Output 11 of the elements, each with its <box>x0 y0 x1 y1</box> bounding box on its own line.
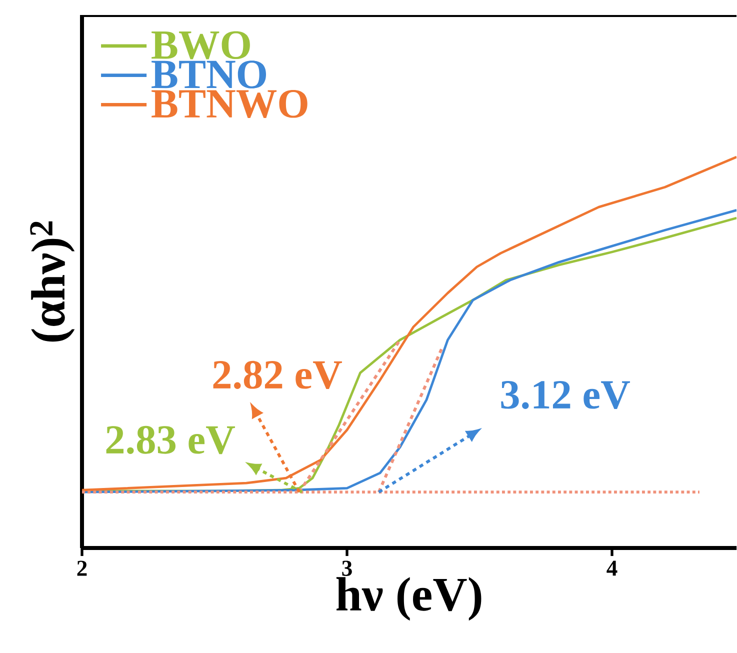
legend-label: BWO <box>152 31 250 60</box>
x-tick-label: 3 <box>342 560 352 576</box>
x-tick-label: 4 <box>606 560 618 576</box>
legend-label: BTNO <box>152 60 266 88</box>
x-tick-label: 2 <box>77 560 87 576</box>
y-axis-title: (αhν)$^{2}$ <box>30 221 75 342</box>
annotation: 2.82 eV <box>213 360 342 390</box>
x-axis-title: hν (eV) <box>336 577 482 621</box>
legend-label: BTNWO <box>152 90 308 118</box>
annotation: 3.12 eV <box>501 380 630 409</box>
annotation: 2.83 eV <box>106 426 235 454</box>
